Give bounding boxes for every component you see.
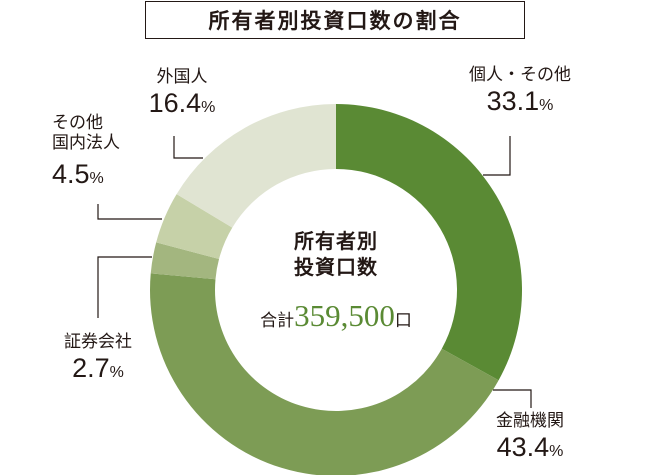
label-financial: 金融機関 43.4% (470, 411, 590, 463)
label-name: 個人・その他 (469, 65, 571, 85)
label-individual: 個人・その他 33.1% (440, 65, 600, 117)
center-title-line2: 投資口数 (294, 255, 378, 279)
center-title-line1: 所有者別 (294, 229, 378, 253)
label-other-domestic: その他 国内法人 4.5% (52, 113, 142, 190)
label-value: 43.4% (496, 431, 564, 462)
label-name-line2: 国内法人 (52, 132, 120, 153)
center-total: 合計359,500口 (260, 298, 412, 333)
label-securities: 証券会社 2.7% (48, 332, 148, 384)
leader-line-financial (493, 389, 532, 408)
donut-slice-0 (336, 104, 522, 381)
leader-lines (97, 136, 532, 408)
leader-line-securities (97, 256, 152, 318)
donut-center-text: 所有者別 投資口数 合計359,500口 (236, 228, 436, 334)
leader-line-other-domestic (97, 204, 162, 220)
leader-line-foreign (173, 136, 203, 159)
label-value: 2.7% (72, 352, 124, 383)
donut-slice-2 (150, 242, 220, 280)
donut-slices (150, 103, 522, 475)
label-name: 外国人 (156, 67, 208, 87)
label-foreign: 外国人 16.4% (132, 67, 232, 119)
label-name: 金融機関 (496, 411, 564, 431)
donut-slice-3 (156, 194, 233, 260)
chart-title: 所有者別投資口数の割合 (208, 9, 462, 33)
chart-title-box: 所有者別投資口数の割合 (145, 1, 525, 39)
leader-line-individual (483, 136, 511, 176)
label-value: 33.1% (486, 85, 554, 116)
label-value: 16.4% (148, 87, 216, 118)
label-name-line1: その他 (52, 113, 103, 133)
donut-slice-1 (150, 273, 499, 475)
donut-slice-4 (176, 103, 336, 228)
label-name: 証券会社 (64, 332, 132, 352)
label-value: 4.5% (52, 159, 104, 190)
total-value: 359,500 (294, 298, 395, 333)
